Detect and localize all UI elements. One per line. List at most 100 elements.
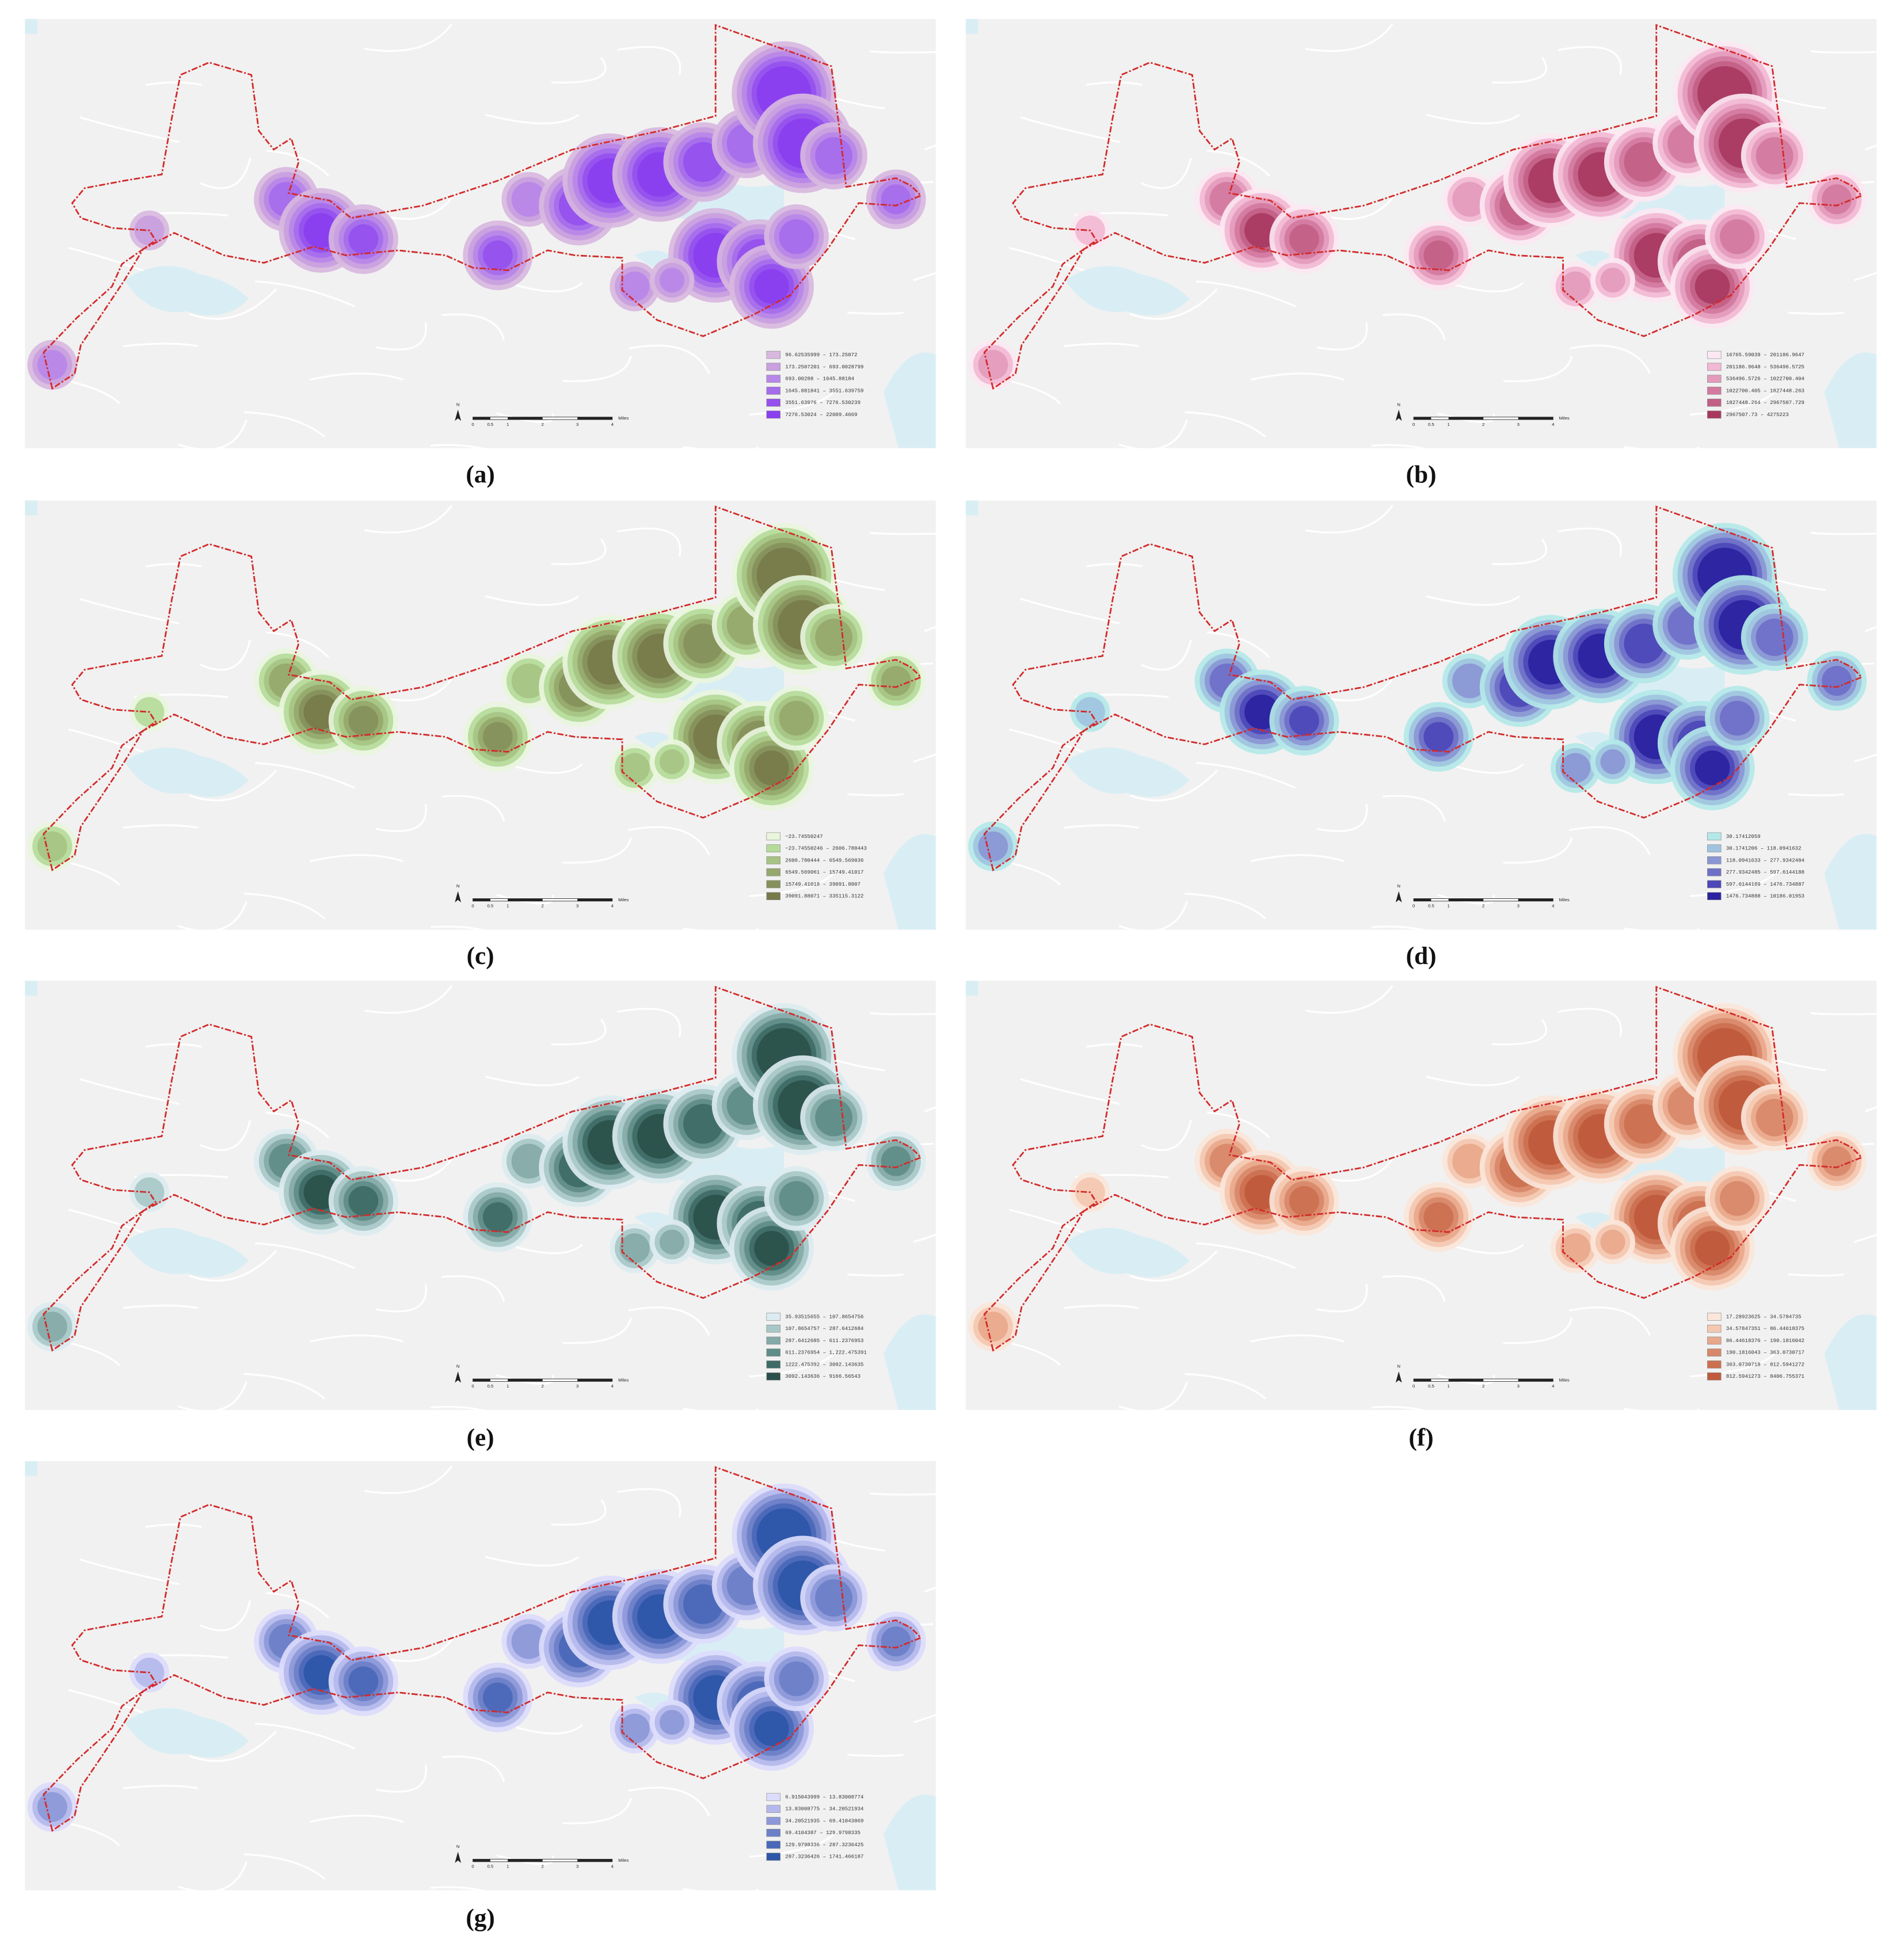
- road: [1448, 281, 1524, 292]
- road: [617, 1008, 681, 1037]
- scale-unit: Miles: [618, 416, 629, 421]
- legend-label: 1645.881841 – 3551.639759: [785, 387, 863, 394]
- road: [1492, 538, 1548, 565]
- density-blob: [1756, 618, 1793, 656]
- density-blob: [978, 1312, 1008, 1342]
- road: [617, 1488, 681, 1518]
- road: [364, 985, 453, 1014]
- water-body: [884, 834, 936, 930]
- scale-tick-label: 2: [542, 422, 544, 427]
- scale-tick-label: 4: [1552, 422, 1555, 427]
- road: [1185, 893, 1266, 920]
- water-body: [884, 352, 936, 448]
- legend-swatch: [766, 832, 780, 841]
- density-blob: [482, 1202, 513, 1232]
- road: [1086, 563, 1143, 567]
- road: [200, 158, 252, 189]
- density-blob: [754, 269, 789, 304]
- legend-swatch: [1707, 398, 1722, 407]
- scale-tick-label: 3: [576, 904, 578, 909]
- road: [266, 1111, 329, 1138]
- road: [870, 50, 936, 54]
- map-panel: 16765.59039 – 201186.9647 201186.9648 – 5…: [965, 18, 1877, 448]
- scale-tick-label: 3: [1517, 422, 1520, 427]
- scale-tick-label: 0: [471, 1384, 474, 1389]
- scale-tick-label: 0.5: [1428, 1384, 1434, 1389]
- road: [1118, 901, 1189, 930]
- road: [430, 925, 486, 930]
- road: [913, 753, 936, 763]
- road: [1140, 639, 1192, 671]
- road: [1810, 50, 1877, 54]
- north-arrow: [1395, 891, 1402, 902]
- road: [189, 288, 277, 320]
- water-body: [1824, 352, 1877, 448]
- road: [749, 389, 837, 416]
- density-blob: [1694, 269, 1730, 304]
- legend-swatch: [766, 363, 780, 371]
- water-body: [124, 266, 249, 316]
- legend-swatch: [1707, 1324, 1722, 1333]
- scale-tick-label: 4: [611, 1384, 614, 1389]
- scale-tick-label: 4: [1552, 904, 1555, 909]
- water-body: [1824, 834, 1877, 930]
- road: [25, 1461, 27, 1462]
- road: [847, 1273, 904, 1277]
- legend-swatch: [1707, 880, 1722, 889]
- legend-label: 287.3236426 – 1741.466187: [785, 1854, 863, 1860]
- water-body: [1065, 747, 1190, 797]
- road: [1305, 505, 1393, 533]
- density-blob: [754, 1230, 789, 1266]
- road: [507, 1243, 583, 1255]
- road: [1118, 419, 1189, 448]
- water-body: [124, 1228, 249, 1278]
- road: [123, 1785, 199, 1789]
- legend-swatch: [1707, 363, 1722, 371]
- road: [1064, 342, 1139, 348]
- scale-tick-label: 0.5: [487, 904, 493, 909]
- density-blob: [659, 749, 685, 775]
- road: [1810, 532, 1877, 535]
- scale-bar-segment: [1414, 1379, 1431, 1382]
- water-strip: [25, 18, 37, 34]
- legend-swatch: [766, 892, 780, 900]
- road: [1788, 1273, 1845, 1277]
- road: [68, 1209, 150, 1236]
- road: [1140, 1119, 1192, 1151]
- road: [430, 1405, 486, 1411]
- scale-unit: Miles: [1559, 897, 1570, 902]
- legend-label: 6549.569061 – 15749.41017: [785, 869, 863, 875]
- road: [177, 419, 247, 448]
- road: [628, 1306, 710, 1336]
- legend-label: 6.915043999 – 13.83008774: [785, 1794, 863, 1800]
- district-boundary: [983, 24, 1863, 390]
- road: [1382, 313, 1446, 341]
- scale-tick-label: 0: [471, 422, 474, 427]
- legend-label: 34.20521935 – 69.41043869: [785, 1817, 863, 1824]
- road: [749, 870, 837, 897]
- legend-label: 30.1741206 – 118.0941632: [1726, 845, 1802, 852]
- legend-label: 287.6412685 – 611.2376953: [785, 1337, 863, 1344]
- north-arrow-label: N: [456, 1844, 460, 1849]
- road: [145, 563, 202, 567]
- road: [965, 18, 968, 20]
- density-blob: [881, 1626, 911, 1657]
- legend-label: −23.74550247: [785, 833, 822, 840]
- road: [1865, 144, 1877, 151]
- scale-tick-label: 2: [542, 1384, 544, 1389]
- panel-caption: (d): [1406, 942, 1437, 970]
- scale-bar-segment: [473, 1379, 490, 1382]
- road: [364, 1465, 453, 1495]
- road: [924, 144, 936, 151]
- legend-label: 1222.475392 – 3092.143635: [785, 1361, 863, 1367]
- density-blob: [779, 1181, 814, 1216]
- legend-label: 13.83008775 – 34.20521934: [785, 1806, 863, 1812]
- legend-swatch: [1707, 387, 1722, 395]
- density-blob: [1423, 1202, 1454, 1232]
- road: [1854, 272, 1877, 281]
- density-blob: [754, 750, 789, 786]
- legend-swatch: [766, 856, 780, 864]
- legend-label: 39091.88071 – 335115.3122: [785, 893, 863, 900]
- road: [1009, 728, 1091, 756]
